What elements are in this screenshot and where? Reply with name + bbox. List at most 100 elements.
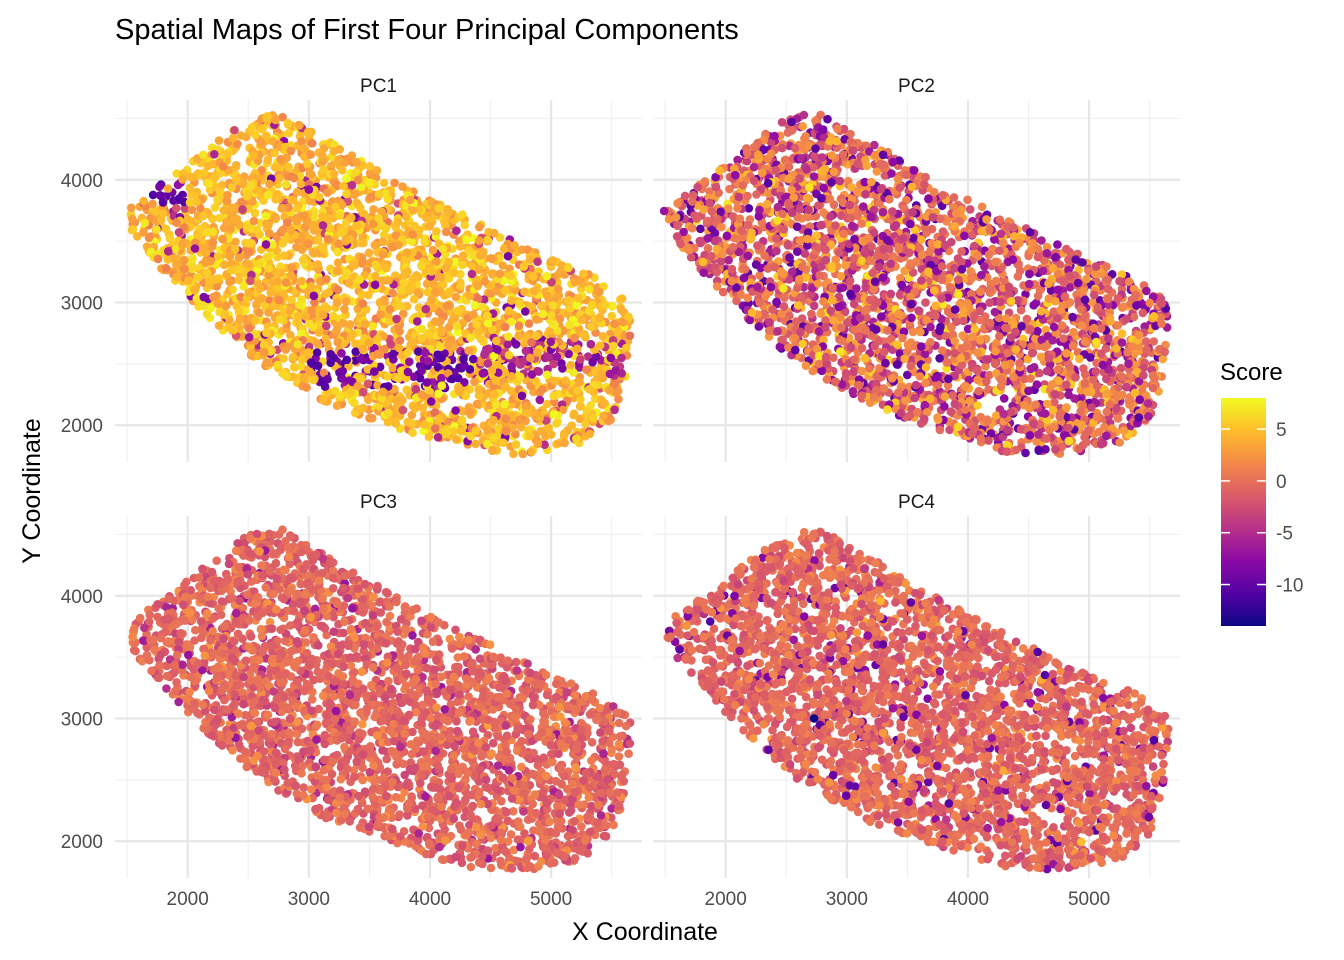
point <box>395 336 405 345</box>
point <box>230 245 240 254</box>
point <box>411 384 421 394</box>
point <box>548 301 558 310</box>
point <box>589 414 598 423</box>
point <box>235 264 245 274</box>
point <box>313 339 323 348</box>
point <box>1021 448 1030 458</box>
point <box>613 326 623 336</box>
point <box>438 244 448 254</box>
point <box>315 192 324 202</box>
point <box>220 310 230 320</box>
point <box>431 287 440 297</box>
point <box>350 260 360 270</box>
point <box>227 266 236 275</box>
point <box>586 339 596 349</box>
point <box>199 301 208 311</box>
point <box>229 325 239 335</box>
point <box>370 367 379 376</box>
point <box>431 424 440 433</box>
point <box>938 346 947 355</box>
point <box>534 367 544 376</box>
point <box>436 342 445 352</box>
y-tick-label: 3000 <box>61 293 103 314</box>
point <box>185 198 195 207</box>
point <box>1026 374 1035 383</box>
point <box>510 241 519 250</box>
point <box>332 266 342 276</box>
point <box>172 272 182 282</box>
point <box>520 287 529 297</box>
point <box>960 231 969 241</box>
point <box>514 331 523 341</box>
point <box>511 440 521 449</box>
point <box>332 401 342 411</box>
point <box>307 306 316 315</box>
point <box>385 305 395 314</box>
point <box>273 276 283 286</box>
point <box>424 432 434 442</box>
point <box>163 247 173 256</box>
point <box>307 139 317 148</box>
point <box>375 362 385 372</box>
point <box>569 410 578 420</box>
point <box>172 203 181 213</box>
point <box>480 277 490 286</box>
point <box>336 228 346 238</box>
point <box>398 182 407 191</box>
point <box>595 341 605 350</box>
point <box>388 363 398 373</box>
point <box>614 394 623 404</box>
point <box>572 301 582 310</box>
point <box>1116 363 1126 373</box>
point <box>297 355 307 364</box>
point <box>467 269 477 279</box>
point <box>329 311 338 321</box>
point <box>1013 272 1023 281</box>
point <box>452 321 462 331</box>
point <box>388 350 397 360</box>
point <box>318 310 328 320</box>
point <box>244 288 254 297</box>
point <box>504 350 514 360</box>
point <box>313 260 323 269</box>
point <box>617 353 626 363</box>
point <box>397 286 406 295</box>
point <box>339 181 348 191</box>
point <box>488 446 497 456</box>
point <box>356 354 366 364</box>
point <box>388 288 397 298</box>
point <box>588 357 597 367</box>
point <box>297 362 306 371</box>
point <box>201 258 210 267</box>
point <box>471 426 481 436</box>
point <box>403 367 413 377</box>
point <box>471 439 480 449</box>
point <box>252 225 262 235</box>
point <box>293 311 303 321</box>
point <box>573 386 582 396</box>
point <box>225 277 234 287</box>
point <box>297 245 307 254</box>
point <box>489 415 498 425</box>
point <box>428 245 438 255</box>
point <box>383 372 393 381</box>
point <box>538 385 547 394</box>
point <box>262 252 272 262</box>
point <box>435 414 444 424</box>
point <box>550 376 560 386</box>
point <box>335 211 345 220</box>
point <box>457 427 466 436</box>
point <box>576 395 585 404</box>
point <box>572 344 582 354</box>
point <box>798 339 807 349</box>
y-tick-label: 4000 <box>61 171 103 192</box>
point <box>346 333 356 342</box>
point <box>378 387 388 397</box>
point <box>469 354 478 364</box>
point <box>205 279 214 289</box>
point <box>598 332 608 341</box>
point <box>589 388 599 397</box>
point <box>163 184 173 193</box>
point <box>244 332 254 342</box>
point <box>148 199 157 209</box>
